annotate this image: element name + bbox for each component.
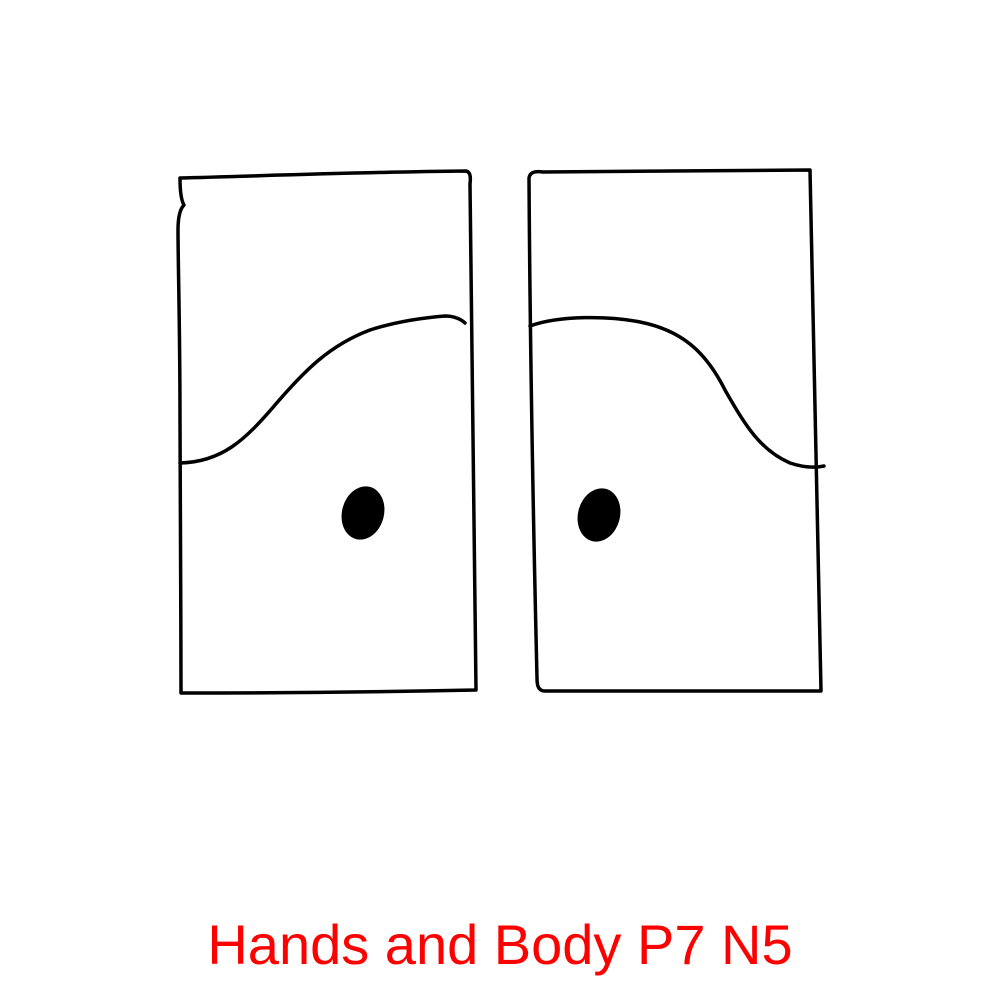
right-panel-outline xyxy=(527,168,823,693)
left-eyelid-line xyxy=(178,314,467,465)
left-panel xyxy=(176,169,478,695)
right-pupil xyxy=(577,488,621,542)
left-panel-outline xyxy=(176,169,478,695)
caption-label: Hands and Body P7 N5 xyxy=(207,913,793,976)
right-panel xyxy=(527,168,826,693)
right-eyelid-line xyxy=(528,315,826,469)
left-pupil xyxy=(341,486,385,540)
